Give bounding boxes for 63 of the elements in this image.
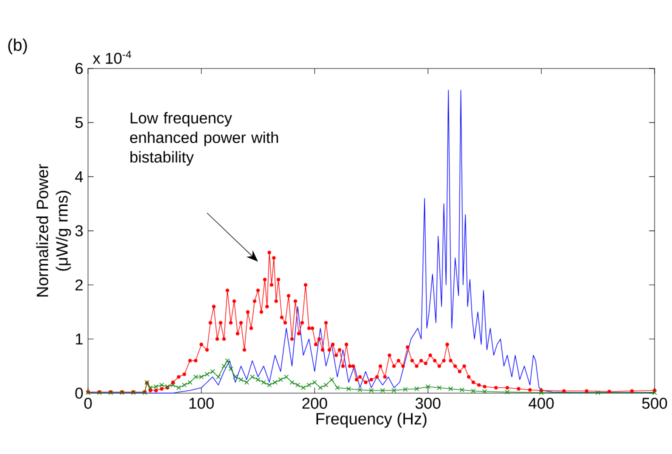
point — [402, 387, 408, 392]
point — [210, 369, 216, 374]
point — [334, 385, 340, 390]
y-tick-label: 0 — [75, 388, 83, 399]
point — [329, 377, 334, 382]
point — [414, 386, 419, 392]
point — [232, 374, 238, 380]
point — [238, 377, 244, 382]
y-axis-title: Normalized Power (μW/g rms) — [36, 164, 71, 297]
chart-title: (b) — [8, 38, 27, 54]
x-tick-label: 500 — [642, 398, 668, 409]
x-tick-label: 300 — [416, 398, 440, 409]
point — [300, 385, 306, 390]
point — [426, 384, 430, 390]
x-tick-label: 0 — [84, 398, 92, 409]
point — [312, 380, 318, 385]
y-tick-label: 2 — [75, 280, 83, 290]
point — [261, 380, 266, 385]
point — [318, 385, 323, 390]
y-tick-label: 4 — [75, 171, 83, 182]
point — [346, 386, 352, 392]
text: x 10$^{-4}$ — [92, 50, 132, 64]
point — [204, 372, 210, 377]
point — [290, 380, 294, 385]
point — [368, 388, 374, 393]
point — [182, 382, 187, 388]
point — [504, 390, 510, 395]
point — [482, 389, 487, 394]
point — [272, 380, 278, 385]
x-axis-title: Frequency (Hz) — [316, 412, 426, 428]
point — [188, 380, 192, 385]
point — [538, 390, 544, 396]
point — [295, 382, 300, 388]
point — [216, 374, 221, 380]
point — [324, 382, 328, 388]
y-tick-label: 3 — [75, 225, 83, 236]
annotation: Low frequency enhanced power with bistability — [130, 112, 278, 166]
point — [225, 358, 230, 364]
point — [284, 374, 289, 380]
y-tick-label: 1 — [76, 334, 83, 345]
y-tick-label: 6 — [76, 63, 83, 74]
point — [392, 388, 396, 393]
x-tick-label: 100 — [189, 398, 214, 409]
point — [436, 385, 442, 390]
point — [250, 374, 255, 380]
point — [228, 366, 234, 372]
point — [266, 382, 272, 388]
point — [448, 386, 453, 392]
point — [306, 382, 312, 388]
point — [380, 388, 385, 393]
point — [358, 388, 362, 392]
point — [244, 380, 250, 385]
y-tick-label: 5 — [75, 117, 83, 128]
point — [470, 388, 476, 394]
point — [460, 388, 464, 392]
point — [278, 377, 284, 382]
point — [222, 364, 226, 369]
point — [256, 377, 260, 382]
point — [596, 390, 600, 396]
point — [176, 385, 182, 390]
x-tick-label: 400 — [528, 398, 554, 409]
x-tick-label: 200 — [302, 398, 328, 409]
point — [652, 390, 657, 396]
